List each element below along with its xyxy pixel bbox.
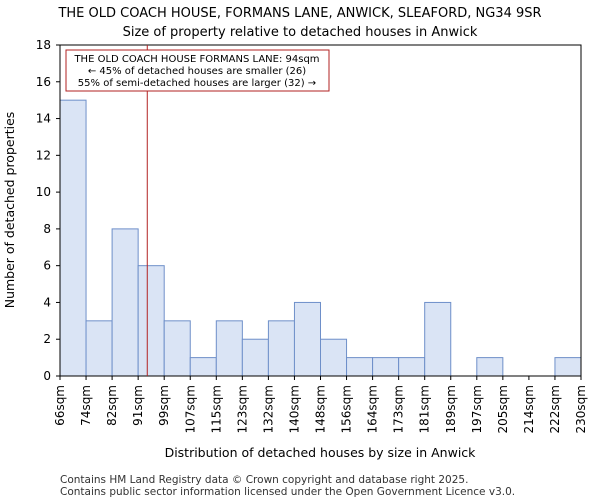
x-tick-label-132sqm: 132sqm bbox=[261, 385, 275, 433]
y-tick-label: 8 bbox=[43, 222, 51, 236]
y-tick-label: 4 bbox=[43, 295, 51, 309]
y-axis-label: Number of detached properties bbox=[2, 112, 17, 309]
bar-181sqm bbox=[424, 301, 452, 377]
bar-115sqm bbox=[215, 320, 243, 377]
annotation-line-1: THE OLD COACH HOUSE FORMANS LANE: 94sqm bbox=[73, 54, 319, 65]
x-tick-label-222sqm: 222sqm bbox=[548, 385, 562, 433]
x-tick-label-74sqm: 74sqm bbox=[79, 385, 93, 426]
bar-66sqm bbox=[59, 99, 87, 377]
bar-164sqm bbox=[372, 357, 400, 377]
bar-197sqm bbox=[476, 357, 504, 377]
bar-173sqm bbox=[398, 357, 426, 377]
bar-222sqm bbox=[554, 357, 582, 377]
x-tick-label-91sqm: 91sqm bbox=[131, 385, 145, 426]
x-axis-ticks: 66sqm 74sqm 82sqm 91sqm 99sqm 107sqm 115sqm 123… bbox=[53, 376, 588, 433]
x-tick-label-189sqm: 189sqm bbox=[444, 385, 458, 433]
y-tick-label: 16 bbox=[36, 75, 51, 89]
x-tick-label-107sqm: 107sqm bbox=[183, 385, 197, 433]
x-tick-label-140sqm: 140sqm bbox=[287, 385, 301, 433]
annotation-line-2: ← 45% of detached houses are smaller (26… bbox=[88, 66, 306, 77]
chart-title-line2: Size of property relative to detached ho… bbox=[123, 25, 478, 40]
y-tick-label: 14 bbox=[36, 112, 51, 126]
x-tick-label-173sqm: 173sqm bbox=[392, 385, 406, 433]
footer-line-1: Contains HM Land Registry data © Crown c… bbox=[60, 474, 468, 486]
annotation-frame bbox=[65, 49, 330, 92]
bar-132sqm bbox=[267, 320, 295, 377]
x-tick-label-230sqm: 230sqm bbox=[574, 385, 588, 433]
x-tick-label-115sqm: 115sqm bbox=[209, 385, 223, 433]
y-tick-label: 2 bbox=[43, 332, 51, 346]
x-tick-label-82sqm: 82sqm bbox=[105, 385, 119, 426]
y-tick-label: 18 bbox=[36, 38, 51, 52]
annotation-box: THE OLD COACH HOUSE FORMANS LANE: 94sqm … bbox=[65, 49, 330, 92]
bar-140sqm bbox=[293, 301, 322, 377]
x-tick-label-148sqm: 148sqm bbox=[314, 385, 328, 433]
footer-line-2: Contains public sector information licen… bbox=[60, 486, 515, 498]
x-tick-label-181sqm: 181sqm bbox=[418, 385, 432, 433]
y-axis-ticks: 0 2 4 6 8 10 12 14 16 18 bbox=[36, 38, 60, 383]
x-axis-label: Distribution of detached houses by size … bbox=[165, 445, 477, 460]
x-tick-label-214sqm: 214sqm bbox=[522, 385, 536, 433]
bar-91sqm bbox=[137, 265, 165, 377]
bar-148sqm bbox=[320, 338, 348, 377]
y-tick-label: 6 bbox=[43, 259, 51, 273]
y-tick-label: 10 bbox=[36, 185, 51, 199]
chart-title-line1: THE OLD COACH HOUSE, FORMANS LANE, ANWIC… bbox=[57, 6, 541, 21]
bars bbox=[59, 99, 582, 377]
bar-82sqm bbox=[111, 228, 139, 377]
y-tick-label: 0 bbox=[43, 369, 51, 383]
bar-123sqm bbox=[241, 338, 269, 377]
x-tick-label-66sqm: 66sqm bbox=[53, 385, 67, 426]
bar-156sqm bbox=[346, 357, 374, 377]
bar-74sqm bbox=[85, 320, 113, 377]
x-tick-label-205sqm: 205sqm bbox=[496, 385, 510, 433]
plot-frame bbox=[59, 44, 582, 377]
x-tick-label-156sqm: 156sqm bbox=[340, 385, 354, 433]
x-tick-label-164sqm: 164sqm bbox=[366, 385, 380, 433]
x-tick-label-99sqm: 99sqm bbox=[157, 385, 171, 426]
annotation-line-3: 55% of semi-detached houses are larger (… bbox=[78, 78, 316, 89]
bar-99sqm bbox=[163, 320, 191, 377]
x-tick-label-123sqm: 123sqm bbox=[235, 385, 249, 433]
bar-107sqm bbox=[189, 357, 217, 377]
x-tick-label-197sqm: 197sqm bbox=[470, 385, 484, 433]
y-tick-label: 12 bbox=[36, 148, 51, 162]
